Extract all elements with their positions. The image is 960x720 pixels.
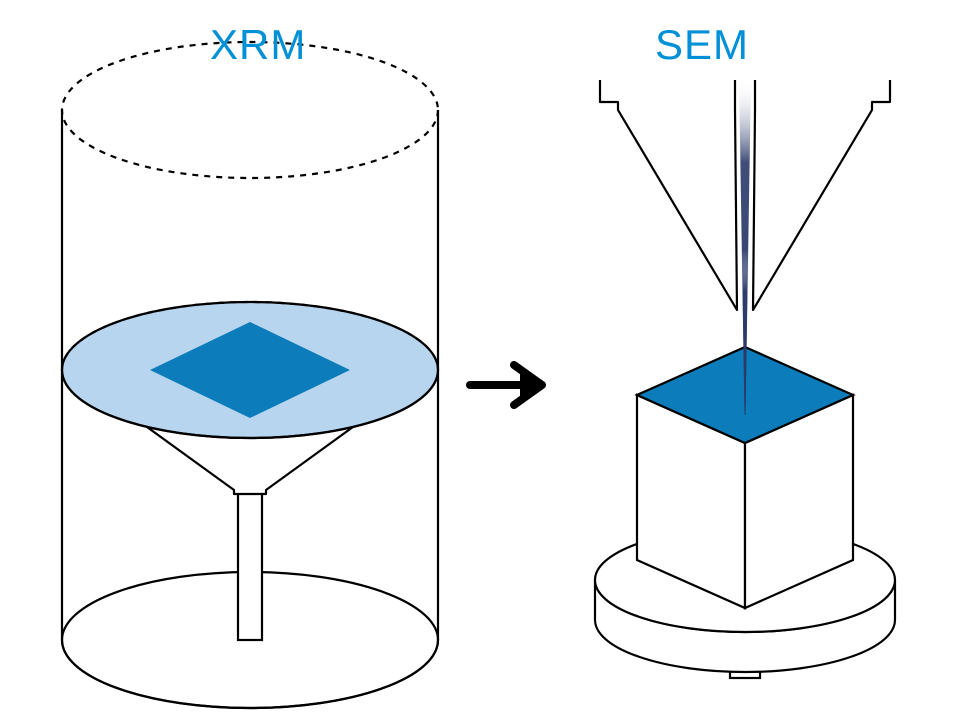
sem-column-left bbox=[600, 80, 737, 310]
arrow-icon bbox=[470, 365, 542, 405]
xrm-post bbox=[238, 482, 262, 640]
sem-title: SEM bbox=[655, 21, 749, 69]
sem-diagram bbox=[595, 78, 895, 678]
sem-column-right bbox=[753, 80, 890, 310]
xrm-title: XRM bbox=[210, 21, 306, 69]
xrm-diagram bbox=[62, 42, 438, 708]
